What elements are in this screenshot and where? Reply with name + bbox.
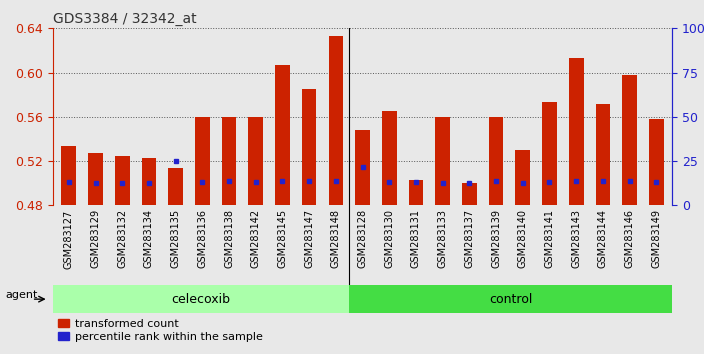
Bar: [142, 158, 156, 205]
Bar: [356, 130, 370, 205]
Text: GSM283142: GSM283142: [251, 209, 260, 268]
Bar: [489, 117, 503, 205]
Text: GSM283128: GSM283128: [358, 209, 367, 268]
Text: GSM283148: GSM283148: [331, 209, 341, 268]
Bar: [302, 89, 317, 205]
Text: GSM283137: GSM283137: [465, 209, 474, 268]
Bar: [596, 104, 610, 205]
Text: GSM283147: GSM283147: [304, 209, 314, 268]
Bar: [88, 153, 103, 205]
Bar: [349, 285, 672, 313]
Text: GSM283149: GSM283149: [651, 209, 661, 268]
Bar: [515, 150, 530, 205]
Text: GSM283133: GSM283133: [438, 209, 448, 268]
Legend: transformed count, percentile rank within the sample: transformed count, percentile rank withi…: [58, 319, 263, 342]
Bar: [195, 117, 210, 205]
Text: GSM283136: GSM283136: [197, 209, 208, 268]
Bar: [649, 119, 664, 205]
Bar: [115, 155, 130, 205]
Text: control: control: [489, 293, 532, 306]
Bar: [408, 180, 423, 205]
Text: GSM283145: GSM283145: [277, 209, 287, 268]
Text: agent: agent: [6, 290, 37, 300]
Text: GSM283143: GSM283143: [571, 209, 582, 268]
Text: GSM283141: GSM283141: [544, 209, 555, 268]
Text: celecoxib: celecoxib: [172, 293, 230, 306]
Text: GSM283138: GSM283138: [224, 209, 234, 268]
Bar: [61, 145, 76, 205]
Bar: [435, 117, 450, 205]
Bar: [275, 65, 290, 205]
Bar: [53, 285, 349, 313]
Text: GSM283140: GSM283140: [517, 209, 528, 268]
Text: GSM283134: GSM283134: [144, 209, 154, 268]
Text: GSM283131: GSM283131: [411, 209, 421, 268]
Text: GSM283130: GSM283130: [384, 209, 394, 268]
Bar: [382, 111, 396, 205]
Bar: [329, 36, 344, 205]
Bar: [249, 117, 263, 205]
Text: GSM283144: GSM283144: [598, 209, 608, 268]
Bar: [222, 117, 237, 205]
Text: GSM283135: GSM283135: [170, 209, 181, 268]
Text: GSM283129: GSM283129: [91, 209, 101, 268]
Text: GSM283127: GSM283127: [64, 209, 74, 269]
Bar: [542, 102, 557, 205]
Bar: [168, 168, 183, 205]
Text: GSM283132: GSM283132: [118, 209, 127, 268]
Text: GDS3384 / 32342_at: GDS3384 / 32342_at: [53, 12, 196, 26]
Bar: [462, 183, 477, 205]
Text: GSM283139: GSM283139: [491, 209, 501, 268]
Text: GSM283146: GSM283146: [624, 209, 634, 268]
Bar: [569, 58, 584, 205]
Bar: [622, 75, 637, 205]
